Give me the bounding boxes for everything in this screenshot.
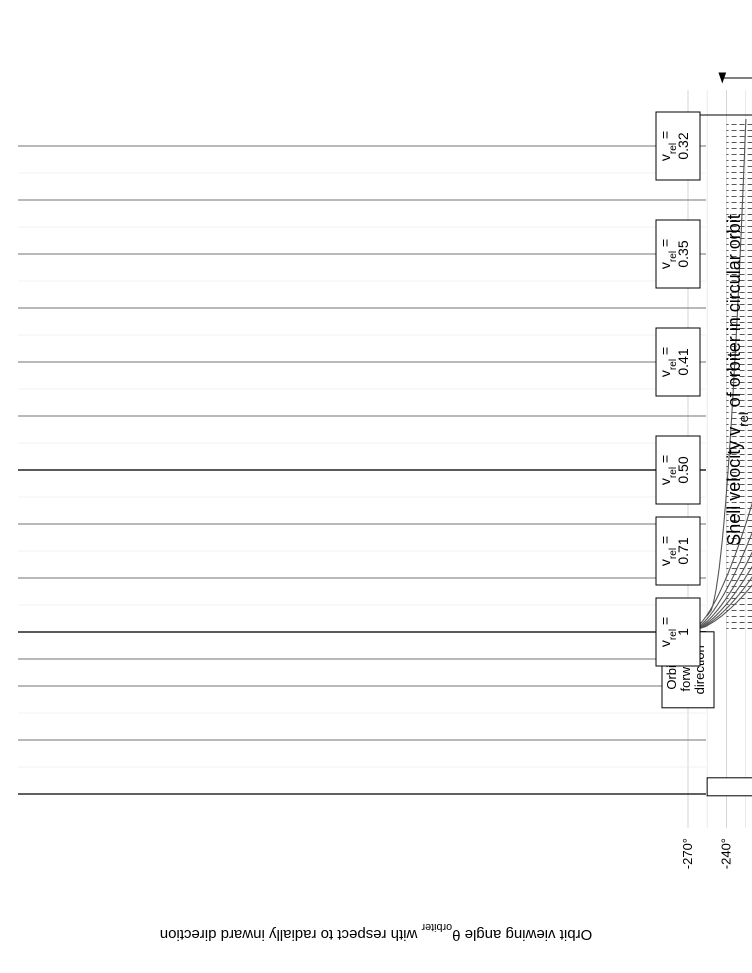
vrel-box-label: vrel = <box>657 455 679 485</box>
vrel-box-value: 0.71 <box>675 537 691 564</box>
angle-tick-label: -270° <box>680 838 695 869</box>
outer-ray <box>706 118 747 617</box>
vrel-box-value: 0.35 <box>675 240 691 267</box>
fan-lower-ray <box>687 576 752 633</box>
angle-tick-label: -240° <box>718 838 733 869</box>
fan-lower-ray <box>687 565 752 633</box>
vrel-box-label: vrel = <box>657 131 679 161</box>
hatch-line <box>548 124 752 632</box>
hatch-line <box>416 124 752 632</box>
fan-lower-ray <box>687 584 752 633</box>
vrel-box <box>655 516 701 586</box>
fan-lower-ray <box>687 531 752 633</box>
hatch-line <box>464 124 752 632</box>
hatch-line <box>536 124 752 632</box>
vrel-box-value: 1 <box>675 628 691 636</box>
hatch-line <box>524 124 752 632</box>
hatch-line <box>296 124 716 632</box>
grid-lines <box>18 90 746 828</box>
vrel-box-label: vrel = <box>657 617 679 647</box>
vrel-box <box>655 219 701 289</box>
vrel-box-value: 0.41 <box>675 348 691 375</box>
vrel-box-value: 0.50 <box>675 456 691 483</box>
hatch-line <box>260 124 680 632</box>
hatch-line <box>428 124 752 632</box>
hatch-line <box>512 124 752 632</box>
vrel-box-label: vrel = <box>657 239 679 269</box>
hatch-line <box>440 124 752 632</box>
fan-lower-ray <box>687 551 752 633</box>
hatch-line <box>488 124 752 632</box>
vrel-box-label: vrel = <box>657 536 679 566</box>
hatch-line <box>248 124 668 632</box>
hatch-line <box>272 124 692 632</box>
vrel-box-label: vrel = <box>657 347 679 377</box>
vrel-box <box>655 327 701 397</box>
hatch-line <box>500 124 752 632</box>
vrel-box-value: 0.32 <box>675 132 691 159</box>
dashed-region-group <box>726 124 752 629</box>
fan-lower-ray <box>687 502 752 633</box>
right-axis-title: Shell velocity vrel of orbiter in circul… <box>724 214 751 546</box>
axes <box>18 77 752 795</box>
vrel-box <box>655 111 701 181</box>
angle-axis-title: Orbit viewing angle θorbiter with respec… <box>160 921 592 943</box>
zero-band-box <box>706 777 752 797</box>
labels: IncominglightOutgoinglightIncominglight0… <box>160 111 752 943</box>
hatch-line <box>476 124 752 632</box>
vrel-box <box>655 597 701 667</box>
hatch-line <box>284 124 704 632</box>
vrel-box <box>655 435 701 505</box>
